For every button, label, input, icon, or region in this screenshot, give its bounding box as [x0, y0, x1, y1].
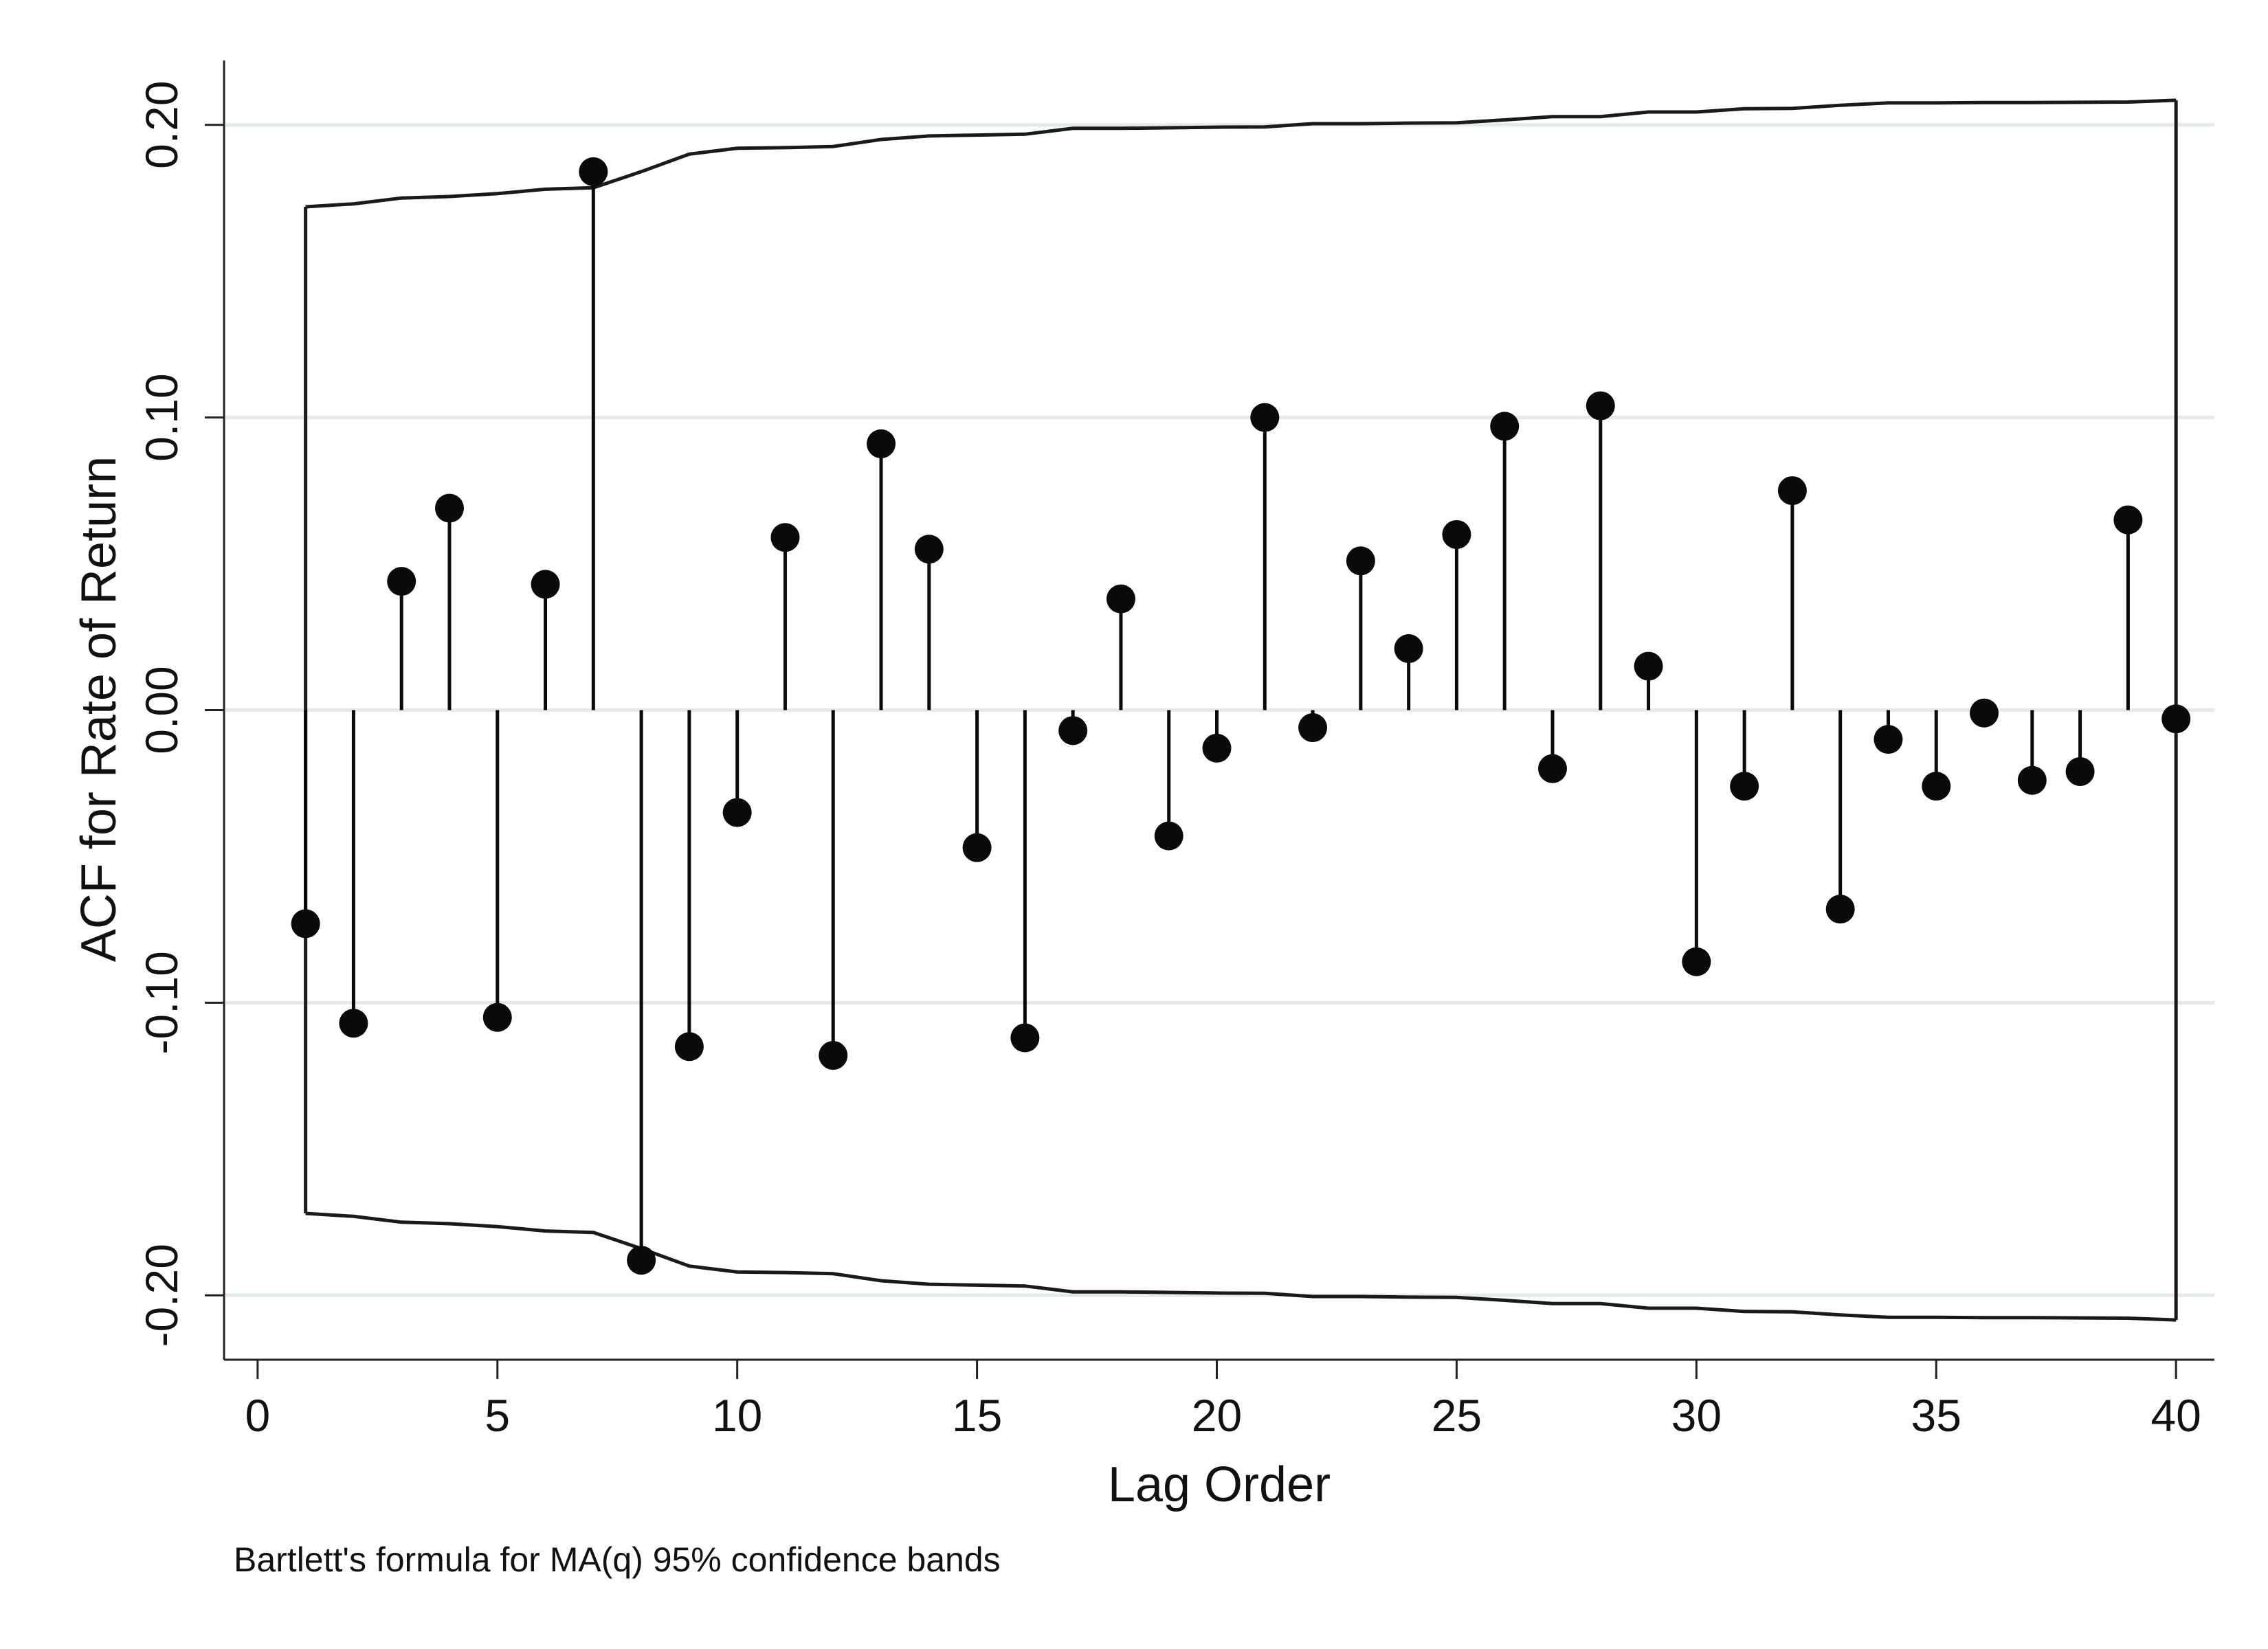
upper-confidence-band — [305, 98, 2177, 209]
acf-point — [1394, 634, 1423, 664]
acf-point — [2161, 704, 2191, 734]
acf-point — [482, 1002, 512, 1032]
acf-point — [962, 833, 992, 862]
acf-point — [1058, 716, 1088, 745]
acf-stems — [291, 157, 2191, 1275]
ticks: 0 5 10 15 20 25 30 35 40 -0.20 -0.10 0.00 0.10 0.20 — [136, 80, 2201, 1441]
acf-point — [1634, 651, 1663, 681]
acf-point — [1298, 713, 1328, 743]
acf-point — [579, 157, 608, 186]
acf-point — [819, 1041, 848, 1070]
x-tick-label: 30 — [1671, 1390, 1722, 1441]
acf-point — [722, 798, 752, 827]
acf-point — [1442, 519, 1471, 549]
x-tick-label: 15 — [952, 1390, 1002, 1441]
acf-point — [339, 1009, 368, 1038]
acf-point — [914, 535, 944, 564]
x-axis-title: Lag Order — [1108, 1457, 1331, 1512]
acf-point — [1346, 546, 1375, 576]
y-tick-label: 0.10 — [136, 373, 187, 461]
confidence-band-note: Bartlett's formula for MA(q) 95% confide… — [234, 1540, 1001, 1579]
acf-point — [1490, 412, 1520, 441]
acf-point — [1730, 772, 1759, 801]
acf-point — [2113, 505, 2143, 535]
acf-point — [1537, 754, 1567, 783]
acf-point — [434, 493, 464, 523]
y-tick-label: -0.20 — [136, 1244, 187, 1347]
acf-point — [1250, 403, 1280, 432]
y-tick-label: 0.00 — [136, 666, 187, 754]
y-axis-title: ACF for Rate of Return — [71, 456, 126, 962]
x-tick-label: 10 — [712, 1390, 762, 1441]
gridlines — [225, 123, 2214, 1297]
acf-point — [1970, 698, 1999, 728]
x-tick-label: 40 — [2150, 1390, 2201, 1441]
acf-point — [1010, 1023, 1040, 1053]
acf-point — [1922, 772, 1951, 801]
x-tick-label: 25 — [1432, 1390, 1482, 1441]
x-tick-label: 35 — [1911, 1390, 1961, 1441]
acf-point — [291, 909, 320, 939]
acf-point — [2017, 765, 2047, 795]
acf-point — [1202, 733, 1232, 763]
y-tick-label: -0.10 — [136, 951, 187, 1054]
x-tick-label: 0 — [245, 1390, 270, 1441]
acf-point — [387, 567, 416, 596]
acf-point — [1106, 584, 1135, 614]
x-tick-label: 20 — [1192, 1390, 1242, 1441]
acf-point — [1825, 895, 1855, 924]
acf-point — [531, 570, 560, 599]
acf-point — [1586, 391, 1615, 420]
acf-point — [627, 1246, 656, 1275]
acf-point — [2065, 756, 2095, 786]
acf-point — [1154, 821, 1183, 851]
acf-point — [1777, 476, 1807, 506]
acf-point — [674, 1032, 704, 1062]
acf-point — [867, 429, 896, 458]
acf-point — [1874, 725, 1903, 754]
acf-point — [770, 523, 800, 552]
acf-point — [1682, 947, 1711, 976]
y-tick-label: 0.20 — [136, 80, 187, 168]
x-tick-label: 5 — [485, 1390, 510, 1441]
lower-confidence-band — [305, 1211, 2177, 1322]
